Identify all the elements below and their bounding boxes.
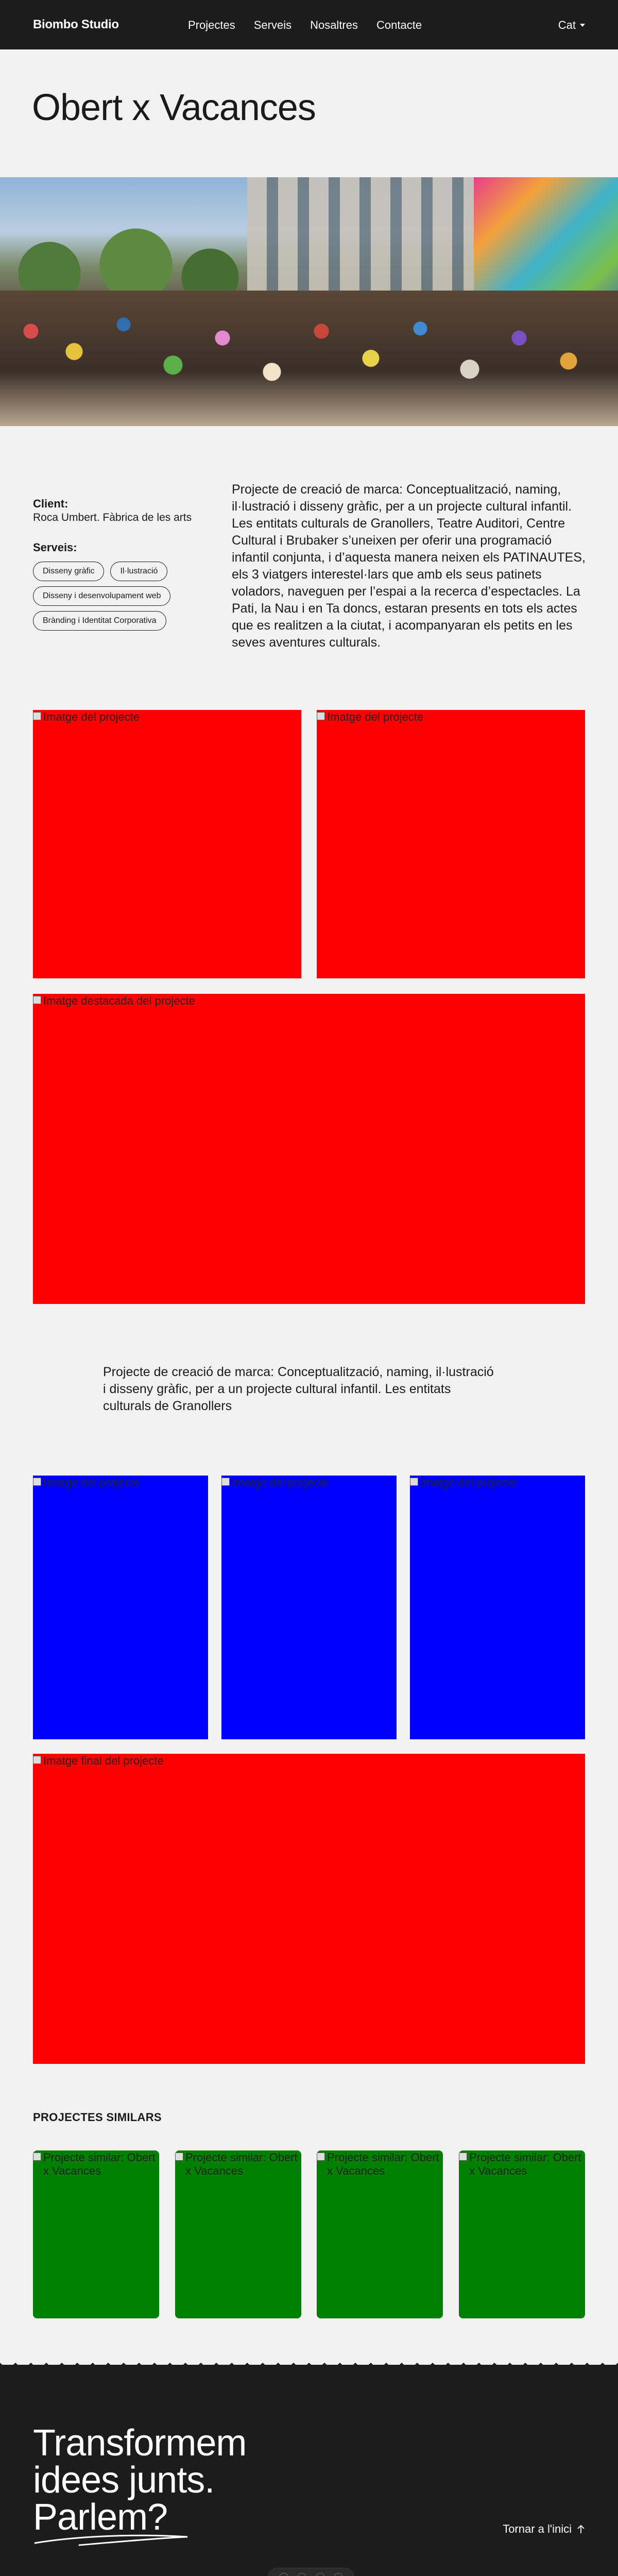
widget-icon[interactable] (297, 2573, 307, 2576)
image-alt-text: Projecte similar: Obert x Vacances (469, 2151, 581, 2178)
broken-image-icon (33, 1756, 41, 1764)
image-alt-text: Imatge del projecte (43, 1476, 140, 1489)
language-selector[interactable]: Cat (558, 19, 585, 32)
image-alt-text: Projecte similar: Obert x Vacances (43, 2151, 156, 2178)
image-alt-text: Imatge final del projecte (43, 1754, 164, 1767)
project-image: Imatge del projecte (33, 1476, 208, 1739)
cta-line: Parlem? (33, 2497, 168, 2538)
broken-image-icon (410, 1478, 418, 1486)
widget-icon[interactable] (334, 2573, 344, 2576)
widget-icon[interactable] (279, 2573, 288, 2576)
broken-image-icon (33, 996, 41, 1004)
broken-image-icon (221, 1478, 230, 1486)
broken-image-icon (33, 2153, 41, 2161)
menu-item-contacte[interactable]: Contacte (376, 19, 422, 31)
similar-project-card[interactable]: Projecte similar: Obert x Vacances (175, 2150, 301, 2318)
project-image: Imatge del projecte (221, 1476, 397, 1739)
footer-cta[interactable]: Transformem idees junts. Parlem? (33, 2422, 247, 2538)
hero-crowd (0, 291, 618, 426)
menu-item-serveis[interactable]: Serveis (253, 19, 292, 31)
cta-line: Transformem (33, 2422, 247, 2464)
top-navigation: Biombo Studio Projectes Serveis Nosaltre… (0, 0, 618, 49)
broken-image-icon (33, 712, 41, 720)
service-tag[interactable]: Disseny gràfic (33, 562, 105, 581)
similar-project-card[interactable]: Projecte similar: Obert x Vacances (33, 2150, 159, 2318)
image-alt-text: Projecte similar: Obert x Vacances (327, 2151, 439, 2178)
back-to-top-button[interactable]: Tornar a l'inici (503, 2522, 585, 2536)
broken-image-icon (33, 1478, 41, 1486)
footer (0, 2365, 618, 2576)
arrow-up-icon (577, 2524, 585, 2533)
main-menu: Projectes Serveis Nosaltres Contacte (188, 19, 422, 32)
image-alt-text: Imatge destacada del projecte (43, 994, 195, 1007)
hero-image (0, 177, 618, 426)
services-tags: Disseny gràfic Il·lustració Disseny i de… (33, 562, 208, 631)
logo[interactable]: Biombo Studio (33, 18, 119, 31)
similar-project-card[interactable]: Projecte similar: Obert x Vacances (459, 2150, 585, 2318)
image-alt-text: Imatge del projecte (232, 1476, 329, 1489)
service-tag[interactable]: Brànding i Identitat Corporativa (33, 611, 166, 631)
client-name: Roca Umbert. Fàbrica de les arts (33, 512, 192, 523)
featured-project-image: Imatge destacada del projecte (33, 994, 585, 1304)
project-image: Imatge del projecte (33, 710, 301, 978)
project-image: Imatge del projecte (410, 1476, 585, 1739)
similar-project-card[interactable]: Projecte similar: Obert x Vacances (317, 2150, 443, 2318)
hero-building (247, 177, 515, 311)
services-label: Serveis: (33, 541, 77, 554)
service-tag[interactable]: Il·lustració (110, 562, 168, 581)
menu-item-projectes[interactable]: Projectes (188, 19, 235, 31)
project-description: Projecte de creació de marca: Conceptual… (232, 482, 586, 650)
broken-image-icon (175, 2153, 183, 2161)
final-project-image: Imatge final del projecte (33, 1754, 585, 2064)
broken-image-icon (317, 712, 325, 720)
language-label: Cat (558, 19, 576, 31)
project-image: Imatge del projecte (317, 710, 585, 978)
image-alt-text: Imatge del projecte (327, 710, 424, 723)
back-to-top-label: Tornar a l'inici (503, 2522, 572, 2535)
image-alt-text: Imatge del projecte (43, 710, 140, 723)
accessibility-widget (268, 2568, 354, 2576)
scribble-underline-icon (34, 2534, 188, 2546)
image-alt-text: Imatge del projecte (420, 1476, 517, 1489)
page-title: Obert x Vacances (32, 87, 316, 128)
menu-item-nosaltres[interactable]: Nosaltres (310, 19, 358, 31)
client-label: Client: (33, 497, 68, 510)
broken-image-icon (459, 2153, 467, 2161)
image-alt-text: Projecte similar: Obert x Vacances (185, 2151, 298, 2178)
similar-projects-heading: PROJECTES SIMILARS (33, 2111, 162, 2124)
service-tag[interactable]: Disseny i desenvolupament web (33, 586, 171, 606)
broken-image-icon (317, 2153, 325, 2161)
widget-icon[interactable] (315, 2573, 325, 2576)
caret-down-icon (580, 24, 585, 27)
cta-line: idees junts. (33, 2460, 215, 2501)
mid-description: Projecte de creació de marca: Conceptual… (103, 1365, 494, 1413)
